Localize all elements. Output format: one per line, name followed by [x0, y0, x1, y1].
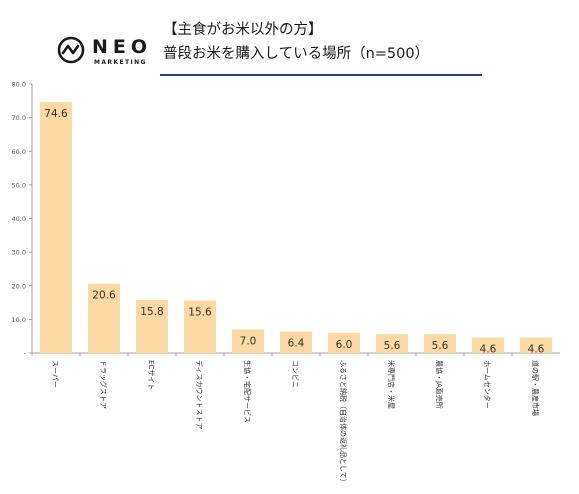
- bar-value-label: 4.6: [528, 344, 545, 356]
- y-tick-label: 20.0: [12, 282, 26, 290]
- bar: [280, 331, 312, 353]
- neo-logo-icon: [57, 36, 85, 64]
- y-tick-label: 50.0: [12, 181, 26, 189]
- brand-sub: MARKETING: [94, 59, 147, 66]
- bar: [136, 299, 168, 353]
- bar: [424, 334, 456, 353]
- title-underline: [160, 74, 482, 76]
- bar-value-label: 5.6: [384, 340, 401, 352]
- bar: [88, 283, 120, 353]
- x-category-label: ECサイト: [147, 360, 155, 390]
- x-category-label: 米専門店・米屋: [387, 360, 396, 409]
- bar-value-label: 5.6: [432, 340, 449, 352]
- x-category-label: ドラッグストア: [99, 360, 108, 409]
- x-category-label: コンビニ: [291, 360, 300, 388]
- y-tick-label: 70.0: [12, 114, 26, 122]
- bar: [376, 334, 408, 353]
- y-tick-label: 40.0: [12, 215, 26, 223]
- x-category-label: ディスカウントストア: [195, 360, 204, 430]
- bar: [472, 337, 504, 353]
- bar-value-label: 7.0: [240, 335, 257, 347]
- bar-value-label: 15.8: [140, 306, 163, 318]
- y-tick-label: 10.0: [12, 316, 26, 324]
- bar: [40, 102, 72, 353]
- bar-value-label: 6.0: [336, 339, 353, 351]
- chart-title-line2: 普段お米を購入している場所（n=500）: [163, 46, 430, 62]
- y-tick-label: 60.0: [12, 148, 26, 156]
- bar-value-label: 6.4: [288, 337, 305, 349]
- y-tick-label: 30.0: [12, 249, 26, 257]
- chart-title-line1: 【主食がお米以外の方】: [163, 22, 323, 38]
- chart-title: 【主食がお米以外の方】 普段お米を購入している場所（n=500）: [163, 18, 429, 66]
- x-category-label: 農協・JA直売所: [435, 360, 444, 409]
- bar-value-label: 15.6: [188, 307, 212, 319]
- bar: [328, 332, 360, 353]
- y-tick-label: 80.0: [12, 81, 26, 89]
- bar-value-label: 4.6: [480, 344, 497, 356]
- bar: [184, 300, 216, 353]
- neo-marketing-logo: NEO MARKETING: [57, 36, 152, 70]
- x-category-label: 生協・宅配サービス: [243, 360, 252, 423]
- x-category-label: 道の駅・農産市場: [531, 360, 540, 416]
- bar-value-label: 20.6: [92, 290, 116, 302]
- x-category-label: ふるさと納税（自治体の返礼品として）: [339, 360, 348, 486]
- x-category-label: スーパー: [51, 360, 59, 388]
- bar: [232, 329, 264, 353]
- bar: [520, 337, 552, 353]
- x-category-label: ホームセンター: [483, 360, 492, 409]
- bar-value-label: 74.6: [44, 108, 68, 120]
- brand-name: NEO: [92, 36, 153, 58]
- y-tick-label: -: [24, 350, 27, 358]
